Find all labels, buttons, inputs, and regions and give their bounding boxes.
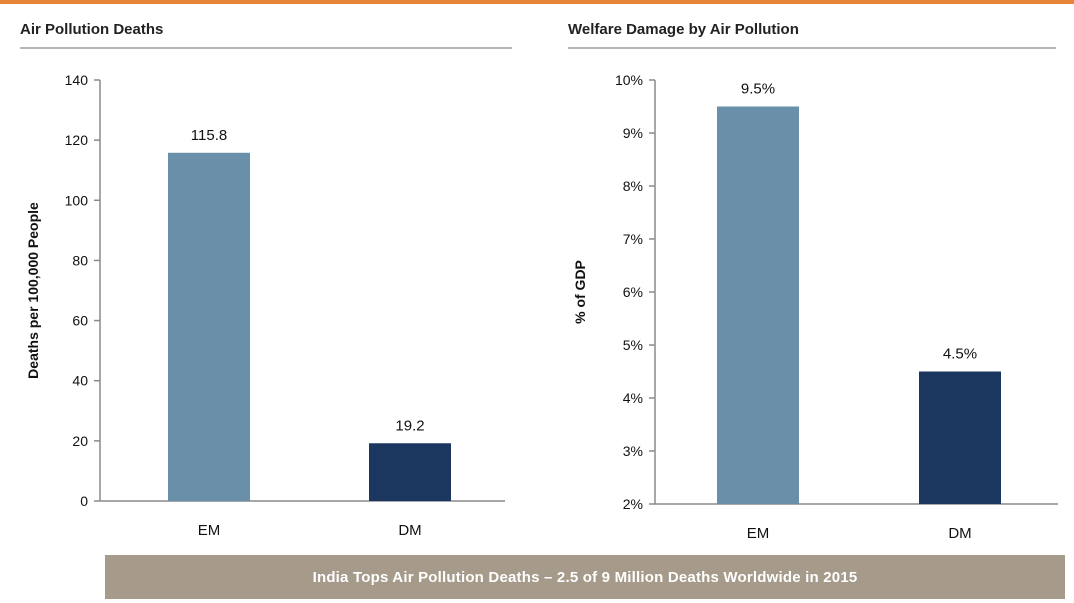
right-y-tick-label: 10% (615, 72, 643, 88)
left-y-tick-label: 100 (65, 192, 89, 208)
left-y-tick-label: 40 (72, 373, 88, 389)
right-bar-dm (919, 371, 1001, 504)
left-bar-em (168, 152, 250, 501)
right-y-tick-label: 3% (623, 443, 643, 459)
right-y-tick-label: 7% (623, 231, 643, 247)
right-y-tick-label: 2% (623, 496, 643, 512)
right-y-axis-label: % of GDP (572, 260, 588, 324)
left-y-tick-label: 140 (65, 72, 89, 88)
right-chart-title: Welfare Damage by Air Pollution (568, 21, 799, 38)
right-category-label-dm: DM (948, 525, 971, 542)
left-data-label-dm: 19.2 (395, 417, 424, 434)
left-y-tick-label: 80 (72, 252, 88, 268)
right-y-tick-label: 5% (623, 337, 643, 353)
left-category-label-em: EM (198, 522, 221, 539)
right-title-rule (568, 47, 1056, 49)
summary-banner: India Tops Air Pollution Deaths – 2.5 of… (105, 555, 1065, 599)
right-y-tick-label: 8% (623, 178, 643, 194)
left-data-label-em: 115.8 (191, 127, 227, 144)
right-data-label-em: 9.5% (741, 81, 775, 98)
right-y-tick-label: 4% (623, 390, 643, 406)
right-bar-em (717, 106, 799, 504)
right-y-tick-label: 9% (623, 125, 643, 141)
left-category-label-dm: DM (398, 522, 421, 539)
left-y-axis-label: Deaths per 100,000 People (25, 202, 41, 379)
right-data-label-dm: 4.5% (943, 346, 977, 363)
right-category-label-em: EM (747, 525, 770, 542)
right-y-tick-label: 6% (623, 284, 643, 300)
top-accent-rule (0, 0, 1074, 4)
left-bar-dm (369, 443, 451, 501)
left-y-tick-label: 20 (72, 433, 88, 449)
left-y-tick-label: 0 (80, 493, 88, 509)
left-y-tick-label: 120 (65, 132, 89, 148)
pollution-bar-charts: 0 20 40 60 80 100 120 140 115.8 EM 19.2 DM Deaths pe… (25, 72, 1058, 542)
left-title-rule (20, 47, 512, 49)
left-y-tick-label: 60 (72, 313, 88, 329)
left-chart-title: Air Pollution Deaths (20, 21, 164, 38)
